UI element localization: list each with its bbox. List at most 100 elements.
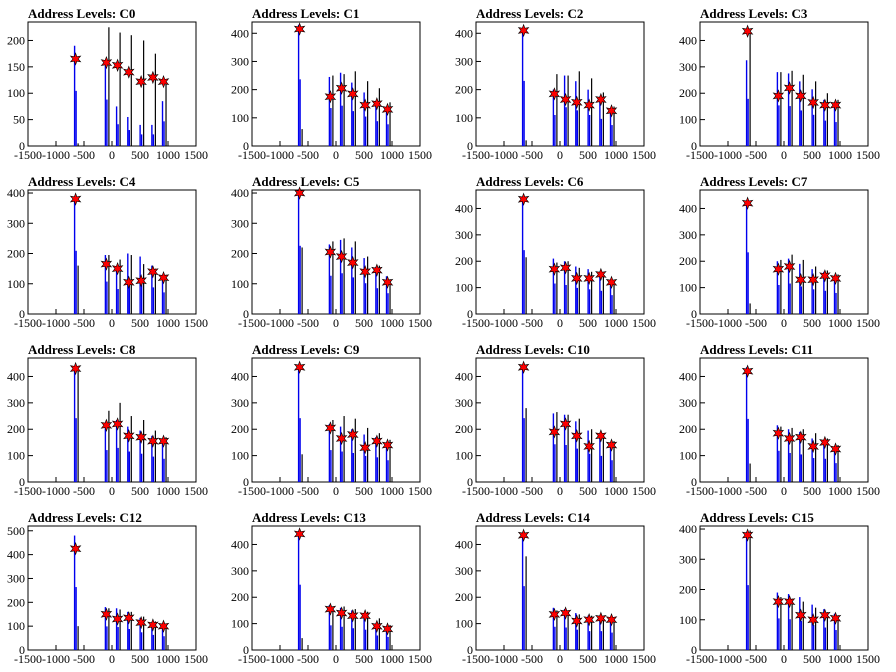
y-tick-label: 400 xyxy=(7,186,25,200)
y-tick-label: 200 xyxy=(455,422,473,436)
x-tick-label: -1000 xyxy=(490,652,518,666)
chart-title: Address Levels: C3 xyxy=(700,6,808,21)
y-tick-label: 0 xyxy=(691,643,697,657)
plot-frame xyxy=(27,189,197,315)
y-tick-label: 200 xyxy=(231,247,249,261)
plot-frame xyxy=(27,21,197,147)
y-tick-label: 500 xyxy=(7,524,25,538)
plot-frame xyxy=(475,21,645,147)
peak-star-marker xyxy=(829,442,842,456)
x-tick-label: 500 xyxy=(131,652,149,666)
x-tick-label: 0 xyxy=(557,148,563,162)
peak-star-marker xyxy=(135,430,147,444)
plot-frame xyxy=(27,357,197,483)
y-tick-label: 200 xyxy=(679,86,697,100)
x-tick-label: 500 xyxy=(355,148,373,162)
peak-star-marker xyxy=(795,608,807,622)
x-tick-label: 0 xyxy=(109,484,115,498)
y-tick-label: 0 xyxy=(243,307,249,321)
chart-title: Address Levels: C0 xyxy=(28,6,135,21)
peak-star-marker xyxy=(381,438,394,452)
y-tick-label: 100 xyxy=(455,449,473,463)
y-tick-label: 100 xyxy=(679,449,697,463)
x-tick-label: -500 xyxy=(297,652,319,666)
y-tick-label: 400 xyxy=(455,537,473,551)
x-tick-label: 500 xyxy=(355,316,373,330)
peak-star-marker xyxy=(381,622,394,636)
peak-star-marker xyxy=(819,98,831,112)
peak-star-marker xyxy=(783,431,796,446)
chart-title: Address Levels: C9 xyxy=(252,342,360,357)
x-tick-label: 1500 xyxy=(856,652,880,666)
y-tick-label: 0 xyxy=(467,307,473,321)
y-tick-label: 100 xyxy=(231,449,249,463)
y-tick-label: 0 xyxy=(243,475,249,489)
y-tick-label: 300 xyxy=(679,228,697,242)
y-tick-label: 300 xyxy=(455,564,473,578)
x-tick-label: 0 xyxy=(781,652,787,666)
y-tick-label: 400 xyxy=(679,33,697,47)
y-tick-label: 100 xyxy=(7,277,25,291)
peak-star-marker xyxy=(783,594,796,609)
chart-panel-4: Address Levels: C4 0 100 200 300 400 -1500 -100… xyxy=(7,174,208,330)
x-tick-label: 1000 xyxy=(380,652,404,666)
peak-star-marker xyxy=(807,439,819,454)
peak-star-marker xyxy=(741,364,754,378)
peak-star-marker xyxy=(147,70,159,85)
peak-star-marker xyxy=(157,434,170,448)
y-tick-label: 200 xyxy=(455,83,473,97)
x-tick-label: 0 xyxy=(781,148,787,162)
x-tick-label: 500 xyxy=(131,148,149,162)
peak-star-marker xyxy=(772,594,785,609)
y-tick-label: 100 xyxy=(231,617,249,631)
peak-star-marker xyxy=(293,360,306,374)
plot-frame xyxy=(699,21,869,147)
x-tick-label: 1000 xyxy=(156,484,180,498)
y-tick-label: 0 xyxy=(467,475,473,489)
peak-star-marker xyxy=(147,618,159,632)
peak-star-marker xyxy=(135,615,147,630)
x-tick-label: 0 xyxy=(333,316,339,330)
y-tick-label: 200 xyxy=(455,254,473,268)
peak-star-marker xyxy=(359,441,371,455)
chart-title: Address Levels: C4 xyxy=(28,174,136,189)
chart-title: Address Levels: C11 xyxy=(700,342,813,357)
y-tick-label: 400 xyxy=(231,186,249,200)
x-tick-label: 500 xyxy=(803,652,821,666)
x-tick-label: -1500 xyxy=(462,652,490,666)
x-tick-label: -500 xyxy=(73,148,95,162)
peak-star-marker xyxy=(347,427,359,442)
peak-star-marker xyxy=(819,608,831,622)
x-tick-label: 1000 xyxy=(604,148,628,162)
y-tick-label: 0 xyxy=(19,307,25,321)
y-tick-label: 300 xyxy=(231,216,249,230)
y-tick-label: 400 xyxy=(231,537,249,551)
peak-star-marker xyxy=(548,607,561,622)
peak-star-marker xyxy=(111,261,124,276)
peak-star-marker xyxy=(571,614,583,628)
x-tick-label: 1500 xyxy=(184,484,208,498)
y-tick-label: 100 xyxy=(231,111,249,125)
x-tick-label: -500 xyxy=(521,148,543,162)
x-tick-label: -1000 xyxy=(714,316,742,330)
x-tick-label: 1500 xyxy=(632,316,656,330)
chart-panel-12: Address Levels: C12 0 100 200 300 400 500 -1500… xyxy=(7,510,208,666)
peak-star-marker xyxy=(741,196,754,210)
chart-panel-8: Address Levels: C8 0 100 200 300 400 -1500 -100… xyxy=(7,342,208,498)
x-tick-label: -500 xyxy=(745,652,767,666)
y-tick-label: 100 xyxy=(455,111,473,125)
peak-star-marker xyxy=(123,429,135,443)
peak-star-marker xyxy=(335,81,348,95)
plot-frame xyxy=(475,357,645,483)
chart-title: Address Levels: C6 xyxy=(476,174,584,189)
y-tick-label: 400 xyxy=(679,201,697,215)
y-tick-label: 100 xyxy=(455,281,473,295)
x-tick-label: -500 xyxy=(521,652,543,666)
peak-star-marker xyxy=(595,267,607,282)
x-tick-label: -1500 xyxy=(238,316,266,330)
y-tick-label: 300 xyxy=(231,396,249,410)
plot-frame xyxy=(475,525,645,651)
chart-title: Address Levels: C12 xyxy=(28,510,142,525)
peak-star-marker xyxy=(293,186,306,200)
x-tick-label: 1500 xyxy=(856,484,880,498)
